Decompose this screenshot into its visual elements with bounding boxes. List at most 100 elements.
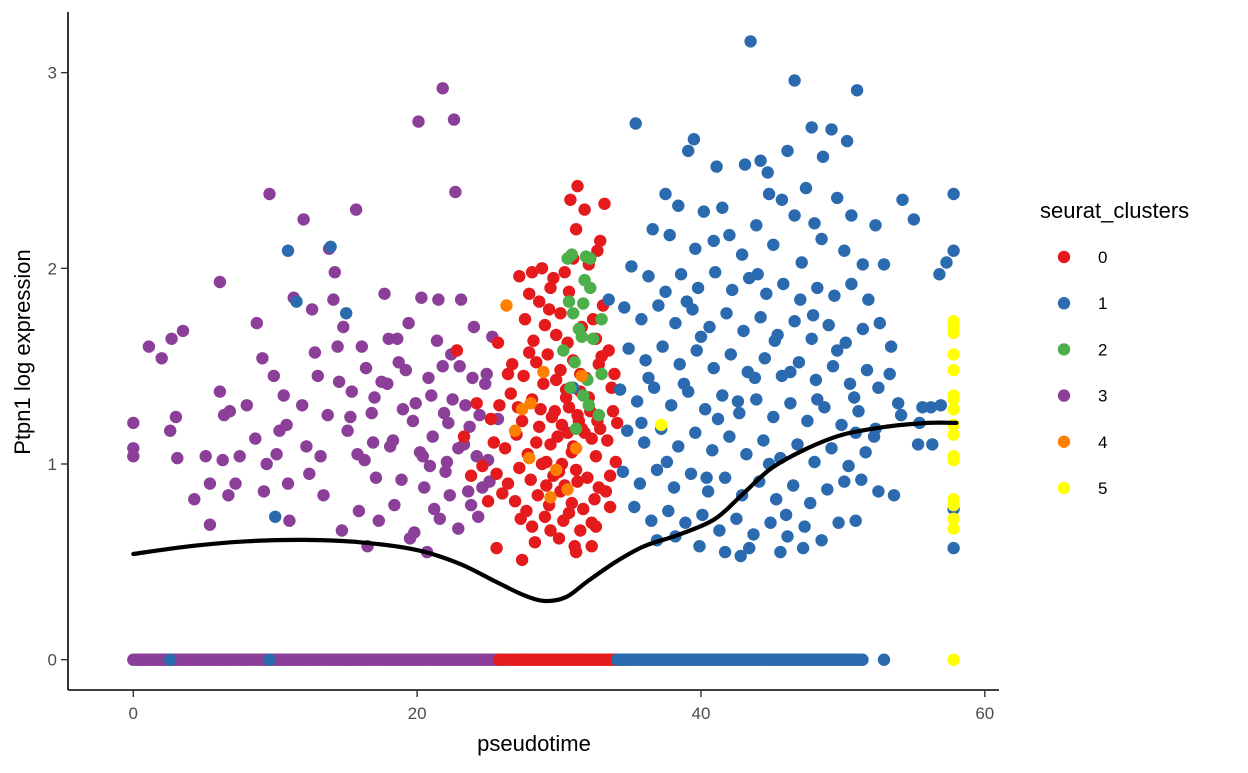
point-cluster-1-zero-3-97	[877, 653, 891, 666]
point-cluster-3-79	[303, 467, 316, 480]
point-cluster-0-130	[540, 479, 553, 492]
point-cluster-1-76	[639, 354, 652, 367]
point-cluster-1-104	[818, 401, 831, 414]
point-cluster-0-126	[608, 367, 621, 381]
point-cluster-1-200	[635, 416, 648, 430]
point-cluster-3-45	[358, 453, 371, 467]
point-cluster-1-195	[806, 309, 820, 322]
point-cluster-0-122	[523, 346, 536, 359]
point-cluster-1-119	[757, 434, 770, 447]
point-cluster-1-165	[734, 549, 747, 563]
point-cluster-0-86	[514, 512, 527, 525]
point-cluster-1-163	[774, 545, 787, 559]
point-cluster-0-1	[535, 262, 549, 275]
point-cluster-0-12	[594, 234, 607, 248]
point-cluster-3-88	[433, 512, 446, 525]
legend-label-2: 2	[1098, 340, 1107, 359]
point-cluster-0-22	[538, 318, 552, 332]
point-cluster-1-151	[730, 512, 743, 525]
y-tick-label-2: 2	[48, 259, 57, 278]
point-cluster-1-97	[699, 403, 712, 416]
point-cluster-1-35	[767, 238, 780, 251]
point-cluster-0-116	[530, 436, 543, 449]
point-cluster-0-23	[550, 328, 563, 342]
point-cluster-1-126	[867, 430, 881, 443]
point-cluster-3-41	[345, 385, 358, 398]
point-cluster-3-12	[203, 518, 217, 531]
point-cluster-1-18	[896, 193, 909, 206]
point-cluster-5-4	[947, 363, 960, 377]
point-cluster-1-138	[787, 479, 800, 492]
point-cluster-1-56	[845, 277, 858, 291]
point-cluster-0-63	[513, 461, 526, 475]
point-cluster-0-49	[498, 442, 512, 455]
point-cluster-1-31	[663, 228, 676, 242]
point-cluster-3-24	[267, 369, 280, 383]
point-cluster-1-111	[621, 424, 634, 437]
point-cluster-1-162	[743, 541, 756, 555]
point-cluster-0-16	[544, 281, 557, 295]
point-cluster-3-97	[395, 473, 408, 486]
point-cluster-3-42	[349, 203, 363, 216]
point-cluster-1-75	[622, 342, 635, 355]
point-cluster-0-9	[598, 197, 611, 210]
point-cluster-3-129	[480, 367, 493, 381]
legend-label-4: 4	[1098, 433, 1107, 452]
point-cluster-1-170	[947, 541, 960, 555]
point-cluster-3-72	[479, 377, 492, 390]
point-cluster-5-6	[947, 393, 960, 406]
point-cluster-2-18	[592, 408, 605, 422]
point-cluster-3-130	[277, 389, 290, 402]
point-cluster-0-30	[530, 356, 543, 369]
point-cluster-3-13	[213, 275, 227, 289]
point-cluster-0-115	[585, 432, 598, 445]
point-cluster-2-6	[567, 307, 580, 320]
point-cluster-3-102	[366, 436, 380, 449]
point-cluster-3-68	[459, 399, 472, 412]
point-cluster-3-34	[321, 408, 334, 422]
point-cluster-1-27	[788, 209, 801, 222]
point-cluster-0-17	[554, 307, 567, 320]
legend-key-0	[1057, 250, 1071, 264]
point-cluster-1-106	[852, 405, 865, 418]
point-cluster-1-34	[735, 248, 749, 261]
point-cluster-3-81	[335, 524, 349, 537]
point-cluster-1-197	[680, 295, 693, 308]
point-cluster-2-17	[569, 422, 583, 435]
point-cluster-1-145	[628, 500, 641, 514]
point-cluster-1-115	[689, 426, 702, 439]
point-cluster-1-150	[713, 524, 726, 537]
point-cluster-3-90	[464, 498, 478, 512]
point-cluster-1-69	[805, 332, 818, 345]
point-cluster-0-64	[524, 473, 537, 486]
point-cluster-1-91	[883, 367, 896, 381]
point-cluster-0-37	[493, 399, 506, 412]
point-cluster-0-106	[545, 410, 559, 424]
point-cluster-1-186	[784, 365, 797, 379]
point-cluster-4-3	[524, 397, 537, 410]
point-cluster-3-91	[476, 481, 489, 494]
point-cluster-1-173	[916, 401, 929, 414]
point-cluster-4-6	[569, 442, 583, 455]
point-cluster-0-124	[562, 285, 576, 298]
point-cluster-4-0	[500, 299, 513, 312]
point-cluster-1-39	[856, 258, 869, 271]
point-cluster-3-77	[257, 485, 271, 498]
point-cluster-0-123	[542, 303, 556, 316]
point-cluster-1-4	[805, 121, 818, 134]
point-cluster-3-5	[165, 332, 178, 345]
point-cluster-1-134	[718, 471, 732, 484]
point-cluster-1-178	[324, 240, 337, 253]
point-cluster-0-39	[515, 414, 529, 428]
point-cluster-1-198	[751, 268, 764, 281]
point-cluster-3-117	[409, 397, 422, 410]
point-cluster-3-125	[344, 410, 357, 424]
x-tick-label-0: 0	[129, 704, 138, 723]
point-cluster-1-174	[934, 399, 947, 412]
point-cluster-1-139	[804, 496, 817, 510]
point-cluster-2-1	[565, 248, 578, 261]
point-cluster-1-65	[737, 324, 750, 338]
point-cluster-3-94	[446, 393, 459, 406]
point-cluster-1-100	[750, 393, 763, 406]
point-cluster-1-68	[788, 315, 801, 328]
